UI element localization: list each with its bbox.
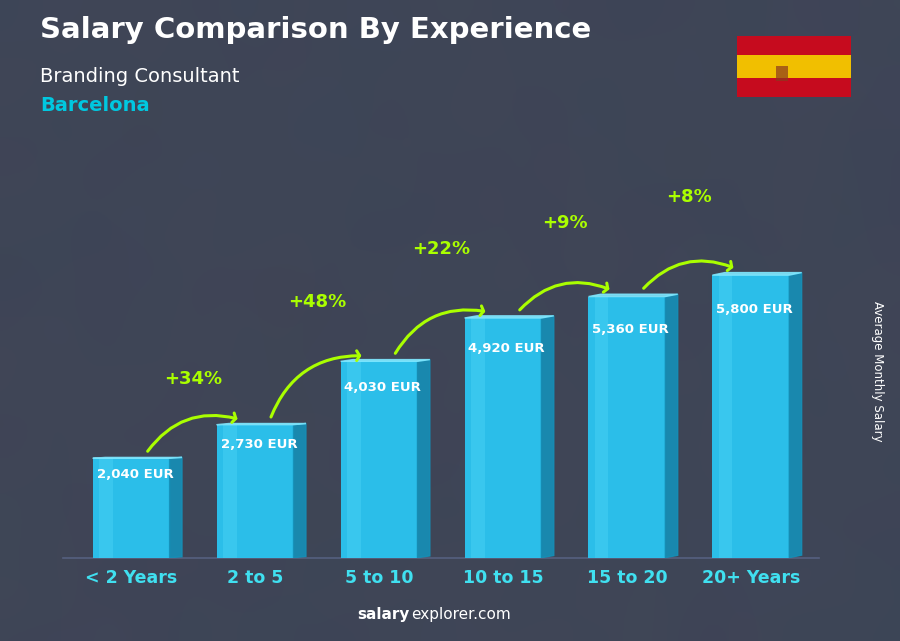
Bar [718,275,733,558]
Bar [471,318,484,558]
Polygon shape [293,424,306,558]
Polygon shape [169,458,182,558]
Text: Salary Comparison By Experience: Salary Comparison By Experience [40,16,592,44]
Polygon shape [217,424,306,425]
FancyArrowPatch shape [644,261,732,288]
Bar [223,425,237,558]
Text: salary: salary [357,607,410,622]
Bar [93,458,169,558]
Text: 2,040 EUR: 2,040 EUR [96,468,174,481]
Text: Average Monthly Salary: Average Monthly Salary [871,301,884,442]
Bar [589,297,665,558]
Bar [713,275,789,558]
Bar [737,36,851,59]
Text: +48%: +48% [288,293,346,311]
Bar [595,297,608,558]
Text: explorer.com: explorer.com [411,607,511,622]
Bar [737,78,851,97]
Text: 4,920 EUR: 4,920 EUR [468,342,545,355]
Polygon shape [340,360,430,362]
Bar [346,362,361,558]
Bar [99,458,112,558]
FancyArrowPatch shape [395,306,483,353]
Text: 4,030 EUR: 4,030 EUR [345,381,421,394]
Bar [776,65,788,81]
Polygon shape [713,272,802,275]
FancyArrowPatch shape [271,351,360,417]
Text: Barcelona: Barcelona [40,96,150,115]
Text: 5,360 EUR: 5,360 EUR [592,322,669,336]
Text: +22%: +22% [412,240,470,258]
Polygon shape [418,360,430,558]
Text: +34%: +34% [164,370,222,388]
Polygon shape [589,294,678,297]
Polygon shape [464,316,554,318]
Polygon shape [665,294,678,558]
Bar [464,318,542,558]
Text: 5,800 EUR: 5,800 EUR [716,303,793,317]
FancyArrowPatch shape [519,283,608,310]
Text: Branding Consultant: Branding Consultant [40,67,240,87]
Text: +8%: +8% [666,188,712,206]
Bar [217,425,293,558]
Text: 2,730 EUR: 2,730 EUR [220,438,297,451]
Text: +9%: +9% [542,214,588,232]
Bar [737,55,851,81]
Polygon shape [542,316,554,558]
Polygon shape [789,272,802,558]
Bar [340,362,418,558]
FancyArrowPatch shape [148,413,236,451]
